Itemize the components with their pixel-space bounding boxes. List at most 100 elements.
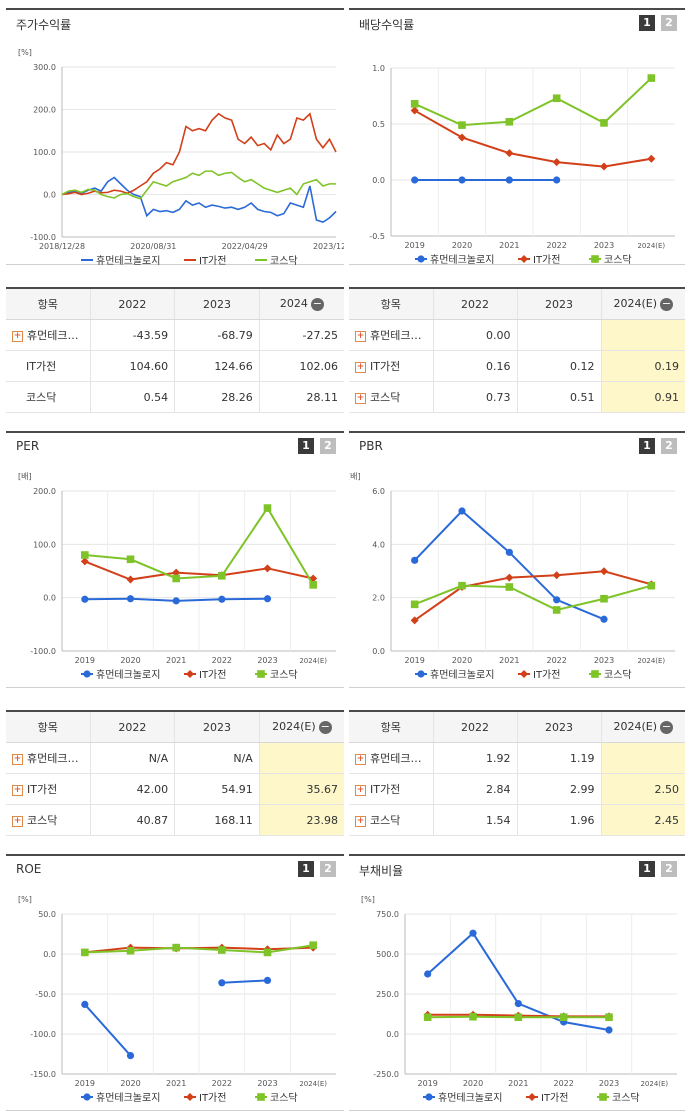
expand-plus-icon[interactable]: + [12, 330, 23, 342]
y-tick-label: 0.0 [372, 176, 385, 185]
collapse-column-icon[interactable]: − [660, 296, 674, 311]
data-point [514, 1013, 523, 1021]
page-2-button[interactable]: 2 [320, 438, 336, 454]
page-1-button[interactable]: 1 [298, 438, 314, 454]
table-cell [600, 319, 685, 351]
page-2-button[interactable]: 2 [320, 861, 336, 877]
y-tick-label: 0.0 [43, 950, 56, 959]
collapse-column-icon[interactable]: − [318, 719, 332, 734]
expand-plus-icon[interactable]: + [355, 815, 366, 827]
row-label[interactable]: + 코스닥 [6, 804, 90, 836]
x-tick-label: 2020 [463, 1079, 483, 1088]
debt-ratio-chart: [%]750.0 500.0 250.0 0.0 -250.0 2019 2020 2021 2… [361, 895, 677, 1104]
y-tick-label: -100.0 [30, 1030, 56, 1039]
expand-plus-icon[interactable]: + [355, 361, 366, 373]
x-tick-label: 2019 [75, 656, 95, 665]
row-label[interactable]: + IT가전 [349, 350, 433, 382]
roe-chart: [%] 50.0 0.0 -50.0 -100.0 -150.0 2019 2020 2021 2… [18, 895, 336, 1104]
data-point [505, 583, 514, 591]
data-point [520, 255, 528, 263]
table-row: + 휴먼테크… -43.59 -68.79 -27.25 [6, 319, 344, 351]
page-1-button[interactable]: 1 [639, 861, 655, 877]
panel-title: PBR [359, 439, 383, 453]
expand-plus-icon[interactable]: + [355, 392, 366, 404]
row-label: IT가전 [6, 350, 90, 382]
dividend-chart: 1.0 0.5 0.0 -0.5 2019 2020 2021 2022 2023 2024(E)… [369, 64, 675, 265]
data-point [410, 106, 419, 115]
y-tick-label: -150.0 [30, 1070, 56, 1079]
col-header-item: 항목 [349, 287, 433, 320]
table-cell: 0.91 [600, 381, 685, 413]
table-cell: 2.50 [600, 773, 685, 805]
series-line [414, 584, 652, 611]
expand-plus-icon[interactable]: + [12, 815, 23, 827]
row-label-text: IT가전 [27, 783, 58, 796]
legend-label: IT가전 [199, 255, 226, 265]
panel-title: PER [16, 439, 40, 453]
data-point [605, 1013, 613, 1021]
row-label[interactable]: + 코스닥 [349, 381, 433, 413]
series-line [221, 979, 268, 984]
page-2-button[interactable]: 2 [661, 861, 677, 877]
data-point [81, 948, 89, 957]
y-tick-label: 2.0 [372, 594, 385, 603]
data-point [424, 970, 432, 978]
expand-plus-icon[interactable]: + [355, 330, 366, 342]
col-header-label: 2022 [118, 297, 147, 311]
panel-title: 배당수익률 [359, 18, 415, 32]
expand-plus-icon[interactable]: + [12, 784, 23, 796]
table-row: + IT가전 2.84 2.99 2.50 [349, 773, 685, 805]
table-row: + 코스닥 40.87 168.11 23.98 [6, 804, 344, 836]
x-tick-label: 2022 [212, 656, 232, 665]
page-1-button[interactable]: 1 [639, 438, 655, 454]
row-label[interactable]: + 휴먼테크… [6, 319, 90, 351]
data-point [257, 670, 265, 678]
per-chart: [배]200.0 100.0 0.0 -100.0 2019 2020 2021 2022 20… [18, 472, 336, 681]
row-label[interactable]: + 휴먼테크… [349, 742, 433, 774]
y-tick-label: -250.0 [373, 1070, 399, 1079]
row-label[interactable]: + IT가전 [6, 773, 90, 805]
page-1-button[interactable]: 1 [639, 15, 655, 31]
expand-plus-icon[interactable]: + [355, 753, 366, 765]
row-label-text: 코스닥 [370, 814, 401, 827]
x-tick-label: 2022 [212, 1079, 232, 1088]
series-line [84, 506, 315, 586]
series-line [84, 1003, 132, 1057]
data-point [553, 176, 561, 184]
x-tick-label: 2023 [594, 656, 614, 665]
row-label[interactable]: + 코스닥 [349, 804, 433, 836]
expand-plus-icon[interactable]: + [12, 753, 23, 765]
data-point [309, 581, 317, 589]
expand-plus-icon[interactable]: + [355, 784, 366, 796]
legend-label: 휴먼테크놀로지 [96, 669, 160, 681]
row-label-text: 휴먼테크… [370, 329, 422, 342]
row-label-text: 코스닥 [370, 391, 401, 404]
data-point [425, 1093, 433, 1101]
row-label[interactable]: + IT가전 [349, 773, 433, 805]
x-tick-label: 2020 [120, 656, 140, 665]
data-point [591, 255, 599, 263]
data-point [126, 555, 135, 564]
table-cell: 0.16 [432, 350, 517, 382]
row-label-text: 코스닥 [27, 814, 58, 827]
data-point [126, 595, 135, 603]
x-tick-label: 2022 [546, 656, 566, 665]
x-tick-label: 2019 [75, 1079, 95, 1088]
page-2-button[interactable]: 2 [661, 438, 677, 454]
y-tick-label: 1.0 [372, 64, 385, 73]
data-point [83, 1093, 91, 1101]
legend-label: IT가전 [199, 669, 226, 681]
table-cell: N/A [174, 742, 260, 774]
row-label[interactable]: + 휴먼테크… [349, 319, 433, 351]
table-row: + IT가전 0.16 0.12 0.19 [349, 350, 685, 382]
page-1-button[interactable]: 1 [298, 861, 314, 877]
table-cell: 1.19 [516, 742, 601, 774]
col-header-label: 2024(E) [613, 297, 658, 311]
y-tick-label: 100.0 [33, 540, 56, 549]
row-label[interactable]: + 휴먼테크… [6, 742, 90, 774]
collapse-column-icon[interactable]: − [310, 296, 324, 311]
data-point [458, 176, 466, 184]
pbr-panel: PBR 1 2 [배] 6.0 4.0 2.0 0.0 2019 2020 2021 2022 2… [349, 431, 685, 688]
page-2-button[interactable]: 2 [661, 15, 677, 31]
collapse-column-icon[interactable]: − [660, 719, 674, 734]
